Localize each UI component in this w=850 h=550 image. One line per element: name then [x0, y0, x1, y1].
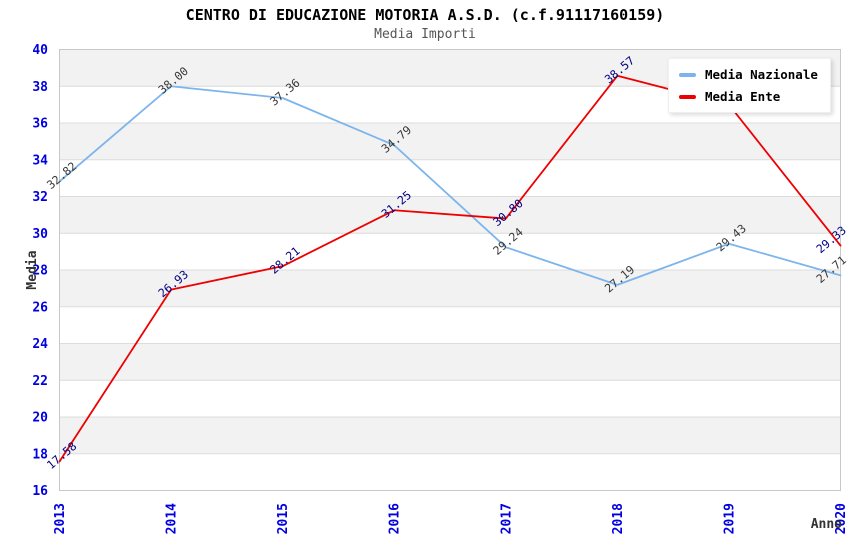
y-tick-label: 28	[32, 264, 48, 279]
y-tick-label: 26	[32, 300, 48, 315]
legend-swatch-media-ente	[679, 94, 696, 99]
y-tick-label: 36	[32, 117, 48, 132]
y-tick-label: 30	[32, 227, 48, 242]
y-tick-label: 18	[32, 447, 48, 462]
legend-swatch-media-nazionale	[679, 72, 696, 77]
x-tick-label: 2019	[722, 503, 737, 534]
chart-title: CENTRO DI EDUCAZIONE MOTORIA A.S.D. (c.f…	[185, 6, 665, 24]
y-tick-label: 32	[32, 190, 48, 205]
y-tick-label: 38	[32, 80, 48, 95]
x-tick-label: 2013	[53, 503, 68, 534]
x-tick-label: 2018	[611, 503, 626, 534]
y-axis-title: Media	[25, 250, 40, 289]
x-tick-label: 2015	[276, 503, 291, 534]
x-tick-label: 2020	[834, 503, 849, 534]
series-line-media-nazionale	[58, 85, 842, 286]
x-axis-title: Anno	[811, 517, 842, 532]
y-tick-label: 40	[32, 43, 48, 58]
value-label-media-nazionale: 32.82	[44, 159, 80, 192]
x-tick-label: 2014	[165, 503, 180, 534]
plot-border	[59, 49, 841, 491]
x-tick-label: 2016	[388, 503, 403, 534]
y-tick-label: 24	[32, 337, 48, 352]
grid-band	[59, 343, 841, 381]
y-tick-label: 16	[32, 484, 48, 499]
legend-label: Media Ente	[705, 89, 781, 104]
grid-band	[59, 417, 841, 454]
y-tick-label: 20	[32, 411, 48, 426]
legend: Media Nazionale Media Ente	[668, 58, 831, 113]
chart-subtitle: Media Importi	[374, 27, 476, 42]
legend-item-media-ente[interactable]: Media Ente	[679, 89, 818, 104]
y-tick-label: 22	[32, 374, 48, 389]
legend-item-media-nazionale[interactable]: Media Nazionale	[679, 67, 818, 82]
legend-label: Media Nazionale	[705, 67, 818, 82]
y-tick-label: 34	[32, 153, 48, 168]
grid-band	[59, 270, 841, 307]
grid-band	[59, 123, 841, 160]
x-tick-label: 2017	[499, 503, 514, 534]
